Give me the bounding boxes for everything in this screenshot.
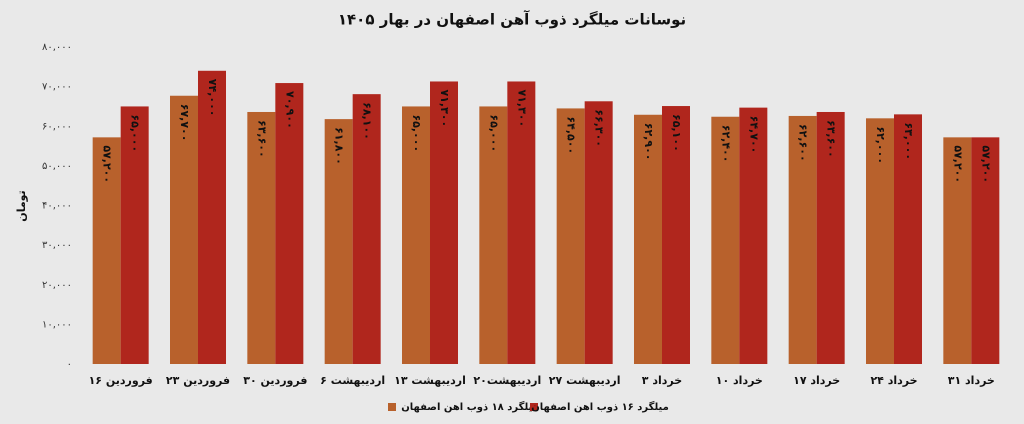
y-tick-label: ۷۰,۰۰۰ (42, 82, 72, 93)
data-label: ۷۱,۳۰۰ (515, 89, 528, 127)
legend-swatch (530, 403, 538, 411)
data-label: ۶۲,۹۰۰ (642, 123, 655, 161)
bar (402, 106, 430, 364)
data-label: ۶۷,۷۰۰ (178, 104, 191, 142)
data-label: ۶۵,۱۰۰ (670, 114, 683, 152)
data-label: ۷۰,۹۰۰ (283, 91, 296, 129)
data-label: ۶۲,۶۰۰ (797, 124, 810, 162)
data-label: ۶۸,۱۰۰ (361, 102, 374, 140)
x-tick-label: ۳۰ فروردین (243, 374, 307, 387)
data-label: ۵۷,۲۰۰ (951, 145, 964, 183)
data-label: ۵۷,۲۰۰ (101, 145, 114, 183)
data-label: ۶۴,۵۰۰ (565, 116, 578, 154)
legend-label: میلگرد ۱۶ ذوب اهن اصفهان (531, 400, 669, 413)
bar (120, 106, 149, 364)
bar (247, 111, 276, 364)
bar (556, 108, 585, 364)
data-label: ۶۳,۶۰۰ (255, 120, 268, 158)
data-label: ۶۲,۴۰۰ (719, 125, 732, 163)
y-tick-label: ۴۰,۰۰۰ (42, 201, 72, 212)
y-axis-label: تومان (15, 190, 28, 221)
legend-label: میلگرد ۱۸ ذوب اهن اصفهان (401, 400, 539, 413)
bar (971, 137, 1000, 364)
x-tick-label: ۱۳ اردیبهشت (394, 374, 466, 387)
data-label: ۶۵,۰۰۰ (487, 114, 500, 152)
x-tick-label: ۱۶ فروردین (89, 374, 153, 387)
x-tick-label: ۲۷ اردیبهشت (549, 374, 621, 387)
x-tick-label: ۲۳ فروردین (166, 374, 230, 387)
legend-swatch (388, 403, 396, 411)
bar (634, 114, 662, 364)
bar (479, 106, 508, 364)
data-label: ۶۵,۰۰۰ (129, 114, 142, 152)
bar (507, 81, 536, 364)
bar (275, 83, 304, 364)
x-tick-label: ۲۴ خرداد (870, 374, 917, 387)
data-label: ۶۵,۰۰۰ (410, 114, 423, 152)
x-tick-label: ۱۰ خرداد (716, 374, 763, 387)
data-label: ۶۶,۳۰۰ (593, 109, 606, 147)
bar (788, 115, 817, 364)
bar (92, 137, 121, 364)
x-tick-label: ۱۷ خرداد (793, 374, 840, 387)
data-label: ۶۱,۸۰۰ (333, 127, 346, 165)
bar (198, 70, 226, 365)
data-label: ۷۴,۰۰۰ (206, 79, 219, 117)
bar (662, 106, 690, 364)
data-label: ۶۳,۶۰۰ (825, 120, 838, 158)
chart-title: نوسانات میلگرد ذوب آهن اصفهان در بهار ۱۴… (338, 11, 686, 29)
data-label: ۵۷,۲۰۰ (979, 145, 992, 183)
bar (352, 94, 381, 364)
y-tick-label: ۳۰,۰۰۰ (42, 240, 72, 251)
bar (816, 111, 845, 364)
y-tick-label: ۵۰,۰۰۰ (42, 161, 72, 172)
y-tick-label: ۱۰,۰۰۰ (42, 319, 72, 330)
bar (170, 95, 198, 365)
y-tick-label: ۰ (67, 359, 72, 370)
data-label: ۶۴,۷۰۰ (747, 116, 760, 154)
bar (866, 118, 894, 364)
x-tick-label: ۶ اردیبهشت (320, 374, 385, 387)
data-label: ۶۲,۰۰۰ (874, 126, 887, 164)
bar (584, 101, 613, 364)
bar (430, 81, 458, 364)
bar (739, 107, 768, 364)
data-label: ۷۱,۳۰۰ (438, 89, 451, 127)
y-tick-label: ۶۰,۰۰۰ (42, 121, 72, 132)
x-tick-label: ۲۰اردیبهشت (473, 374, 541, 387)
data-label: ۶۳,۰۰۰ (902, 122, 915, 160)
bar (711, 116, 740, 365)
bar (324, 119, 353, 365)
x-tick-label: ۳۱ خرداد (948, 374, 995, 387)
bar (894, 114, 922, 364)
y-tick-label: ۸۰,۰۰۰ (42, 42, 72, 53)
y-tick-label: ۲۰,۰۰۰ (42, 280, 72, 291)
x-tick-label: ۳ خرداد (642, 374, 682, 387)
bar (943, 137, 972, 364)
